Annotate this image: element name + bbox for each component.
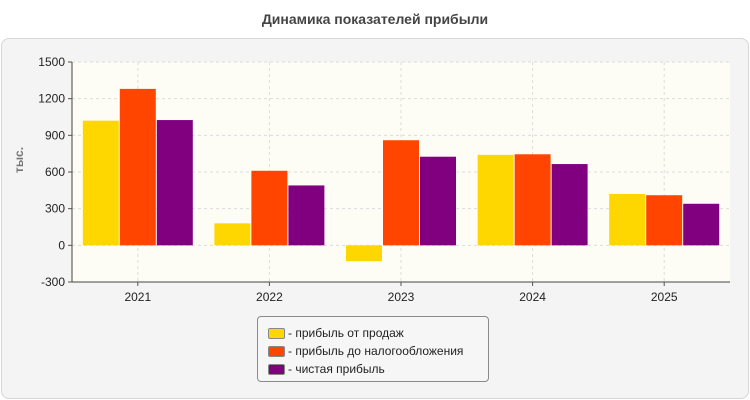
legend-item-sales-profit[interactable]: - прибыль от продаж (268, 324, 488, 342)
legend-label-net-profit: - чистая прибыль (288, 362, 385, 376)
x-tick-label-2023: 2023 (388, 290, 415, 304)
bar-2022-series-1 (251, 170, 288, 246)
x-tick-label-2021: 2021 (124, 290, 151, 304)
chart-title: Динамика показателей прибыли (261, 11, 489, 27)
bar-2021-series-0 (82, 120, 119, 246)
legend-label-sales-profit: - прибыль от продаж (288, 326, 404, 340)
bar-2024-series-0 (477, 154, 514, 246)
bar-2022-series-2 (288, 185, 325, 246)
legend-label-pretax-profit: - прибыль до налогообложения (288, 344, 464, 358)
legend-item-net-profit[interactable]: - чистая прибыль (268, 360, 488, 378)
bar-2022-series-0 (214, 223, 251, 246)
legend-item-pretax-profit[interactable]: - прибыль до налогообложения (268, 342, 488, 360)
y-tick-label: -300 (41, 275, 65, 289)
bar-2023-series-2 (420, 156, 456, 246)
bar-2025-series-0 (609, 194, 646, 246)
legend-swatch-pretax-profit (268, 345, 285, 357)
y-tick-label: 300 (45, 202, 65, 216)
bar-2021-series-2 (156, 120, 193, 246)
bar-2024-series-1 (514, 154, 551, 246)
bar-2023-series-1 (383, 140, 419, 246)
y-axis-label: тыс. (12, 147, 26, 173)
x-tick-label-2024: 2024 (519, 290, 546, 304)
y-tick-label: 0 (58, 238, 65, 252)
bar-2021-series-1 (119, 88, 156, 246)
bar-2025-series-1 (646, 195, 683, 246)
x-tick-label-2022: 2022 (256, 290, 283, 304)
bar-2025-series-2 (683, 203, 720, 246)
x-tick-label-2025: 2025 (651, 290, 678, 304)
y-tick-label: 900 (45, 128, 65, 142)
legend-swatch-net-profit (268, 363, 285, 375)
y-tick-label: 600 (45, 165, 65, 179)
legend-swatch-sales-profit (268, 327, 285, 339)
bar-2023-series-0 (346, 245, 382, 262)
legend: - прибыль от продаж - прибыль до налогоо… (257, 316, 489, 382)
bar-2024-series-2 (551, 164, 588, 246)
y-tick-label: 1200 (38, 92, 65, 106)
y-tick-label: 1500 (38, 55, 65, 69)
